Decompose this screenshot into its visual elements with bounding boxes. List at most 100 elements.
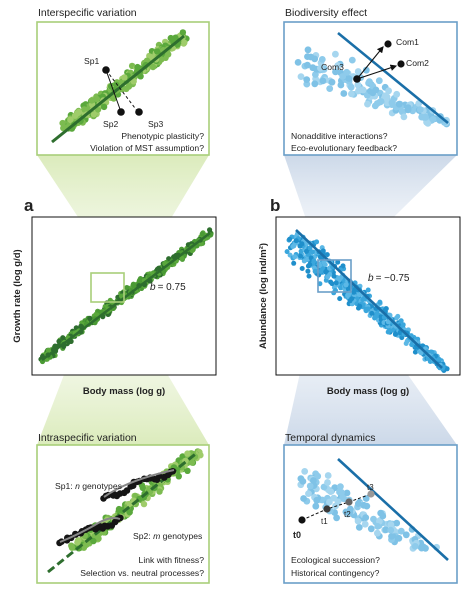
scatter-point — [311, 80, 319, 88]
com3-label: Com3 — [321, 62, 344, 72]
scatter-point — [332, 68, 339, 76]
scatter-point — [347, 298, 353, 304]
inset-biodiversity-question-1: Nonadditive interactions? — [291, 131, 388, 141]
sp3-label: Sp3 — [148, 119, 164, 129]
scatter-point — [130, 78, 137, 85]
scatter-point — [134, 63, 141, 71]
scatter-point — [305, 268, 311, 274]
scatter-point — [100, 103, 108, 111]
panel-b: b b = −0.75 Body mass (log g) Abundance (… — [258, 196, 461, 397]
scatter-point — [156, 488, 163, 495]
scatter-point — [400, 113, 408, 121]
t2-point — [345, 498, 353, 506]
scatter-point — [300, 495, 307, 502]
scatter-point — [291, 243, 297, 249]
scatter-point — [334, 62, 342, 69]
scatter-point — [287, 236, 293, 242]
inset-intraspecific-question-2: Selection vs. neutral processes? — [80, 568, 204, 578]
inset-title-interspecific: Interspecific variation — [38, 7, 137, 19]
scatter-point — [298, 248, 304, 254]
scatter-point — [362, 66, 370, 74]
inset-temporal: t0 t1 t2 t3 Ecological succession? Histo… — [283, 444, 458, 584]
scatter-point — [364, 100, 371, 108]
scatter-point — [337, 81, 345, 89]
scatter-point — [377, 299, 383, 305]
scatter-point — [298, 253, 303, 259]
scatter-point — [314, 472, 322, 480]
scatter-point — [165, 51, 172, 58]
scatter-point — [297, 73, 305, 80]
sp-solid-link — [105, 69, 122, 113]
sp2-label: Sp2 — [103, 119, 119, 129]
scatter-point — [343, 68, 351, 76]
scatter-point — [304, 248, 309, 254]
scatter-point — [320, 248, 326, 254]
t3-point — [367, 490, 375, 498]
scatter-point — [140, 500, 148, 508]
sp1-genotypes-label: Sp1: n genotypes — [55, 481, 122, 491]
scatter-point — [337, 296, 343, 302]
inset-title-intraspecific: Intraspecific variation — [38, 432, 137, 444]
panel-b-zoom-box — [317, 259, 352, 293]
sp2-genotypes-label: Sp2: m genotypes — [133, 531, 202, 541]
scatter-point — [93, 95, 101, 103]
scatter-point — [354, 517, 362, 525]
t0-point — [298, 516, 306, 524]
scatter-point — [81, 106, 88, 113]
scatter-point — [373, 313, 379, 319]
scatter-point — [327, 488, 335, 495]
inset-interspecific: Sp1 Sp2 Sp3 Phenotypic plasticity? Viola… — [36, 21, 210, 156]
scatter-point — [314, 239, 320, 245]
scatter-point — [376, 517, 383, 525]
scatter-point — [440, 364, 446, 370]
scatter-point — [332, 50, 339, 58]
scatter-point — [121, 74, 128, 81]
scatter-point — [307, 53, 315, 61]
inset-intraspecific-question-1: Link with fitness? — [139, 555, 205, 565]
com3-point — [353, 75, 361, 83]
com1-label: Com1 — [396, 37, 419, 47]
scatter-point — [347, 83, 355, 91]
scatter-point — [372, 86, 380, 94]
scatter-point — [395, 534, 403, 542]
scatter-point — [412, 349, 418, 355]
inset-temporal-question-1: Ecological succession? — [291, 555, 380, 565]
scatter-point — [387, 521, 395, 529]
scatter-point — [395, 100, 403, 108]
scatter-point — [374, 523, 382, 530]
scatter-point — [317, 64, 324, 72]
inset-biodiversity-question-2: Eco-evolutionary feedback? — [291, 143, 397, 153]
scatter-point — [60, 124, 68, 131]
scatter-point — [369, 310, 375, 316]
scatter-point — [382, 526, 390, 534]
inset-temporal-question-2: Historical contingency? — [291, 568, 380, 578]
inset-biodiversity-regression-line — [337, 31, 449, 125]
scatter-point — [385, 87, 392, 95]
scatter-point — [355, 524, 363, 531]
scatter-point — [68, 542, 75, 549]
com2-label: Com2 — [406, 58, 429, 68]
scatter-point — [333, 280, 339, 286]
scatter-point — [88, 97, 96, 104]
sp3-point — [135, 108, 143, 116]
scatter-point — [381, 92, 389, 100]
sp-dashed-link — [105, 69, 139, 113]
scatter-point — [404, 106, 412, 114]
inset-temporal-regression-line — [337, 458, 449, 561]
scatter-point — [409, 342, 415, 348]
scatter-point — [345, 75, 353, 82]
scatter-point — [297, 475, 305, 482]
scatter-point — [348, 90, 355, 98]
scatter-point — [324, 252, 330, 258]
scatter-point — [329, 281, 335, 287]
scatter-point — [179, 29, 187, 36]
scatter-point — [291, 260, 297, 266]
scatter-point — [312, 268, 318, 274]
scatter-point — [328, 78, 336, 86]
scatter-point — [324, 479, 331, 486]
scatter-point — [337, 483, 344, 490]
scatter-point — [388, 99, 396, 107]
com1-arrow — [356, 46, 384, 80]
inset-title-biodiversity: Biodiversity effect — [285, 7, 367, 19]
